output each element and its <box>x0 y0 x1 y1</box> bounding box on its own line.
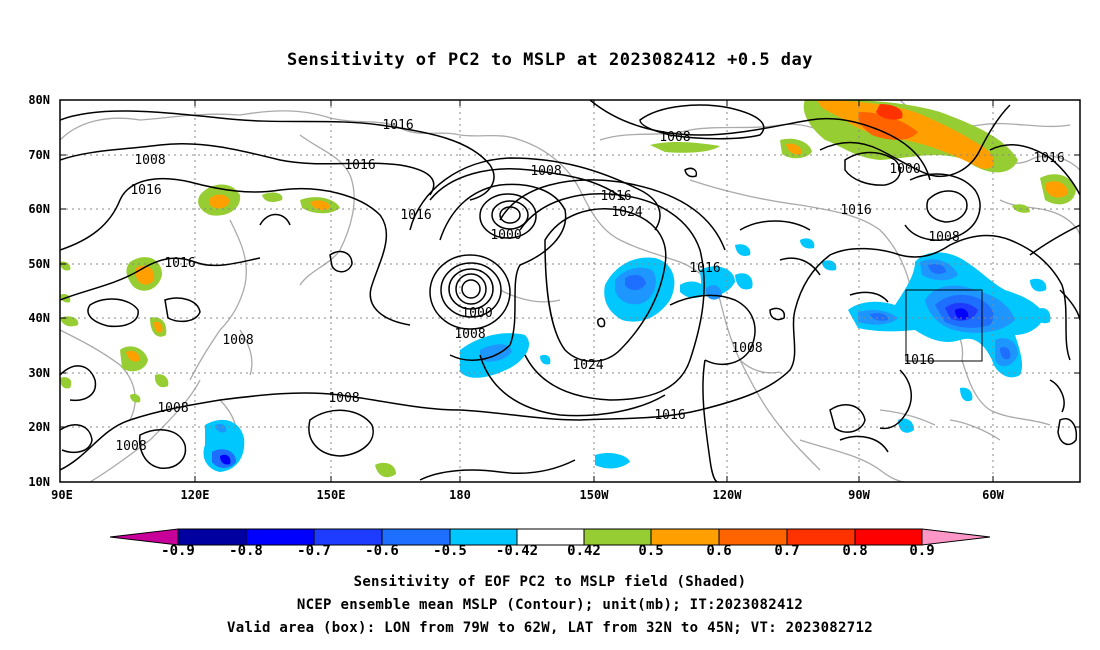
lat-label: 70N <box>28 148 50 162</box>
contour-label: 1016 <box>344 158 375 173</box>
contour-label: 1008 <box>928 230 959 245</box>
lon-label: 90W <box>848 488 870 502</box>
lat-label: 80N <box>28 93 50 107</box>
contour-label: 1008 <box>530 164 561 179</box>
valid-area-box <box>905 289 983 362</box>
colorbar-label: 0.9 <box>909 543 935 559</box>
colorbar-label: -0.8 <box>229 543 263 559</box>
colorbar-label: -0.5 <box>433 543 467 559</box>
contour-label: 1008 <box>134 153 165 168</box>
lon-label: 180 <box>449 488 471 502</box>
sensitivity-shading <box>60 100 1076 478</box>
contour-label: 1016 <box>840 203 871 218</box>
contour-label: 1016 <box>382 118 413 133</box>
lat-label: 50N <box>28 257 50 271</box>
contour-label: 1008 <box>222 333 253 348</box>
lat-label: 30N <box>28 366 50 380</box>
contour-label: 1008 <box>328 391 359 406</box>
contour-label: 1016 <box>400 208 431 223</box>
lat-label: 40N <box>28 311 50 325</box>
lon-label: 150W <box>579 488 609 502</box>
graticule <box>60 100 1080 482</box>
contour-label: 1016 <box>164 256 195 271</box>
colorbar-label: 0.8 <box>842 543 868 559</box>
contour-label: 1000 <box>461 306 492 321</box>
contour-label: 1008 <box>731 341 762 356</box>
lon-label: 120W <box>712 488 742 502</box>
contour-label: 1016 <box>903 353 934 368</box>
map-frame <box>59 99 1081 483</box>
contour-label: 1016 <box>689 261 720 276</box>
caption-shaded: Sensitivity of EOF PC2 to MSLP field (Sh… <box>353 574 747 590</box>
colorbar-label: -0.42 <box>495 543 539 559</box>
colorbar-label: 0.7 <box>774 543 800 559</box>
colorbar-label: 0.5 <box>638 543 664 559</box>
axis-ticks <box>60 99 1080 483</box>
contour-label: 1024 <box>611 205 642 220</box>
contour-label: 1016 <box>654 408 685 423</box>
colorbar-label: 0.42 <box>567 543 601 559</box>
caption-contour: NCEP ensemble mean MSLP (Contour); unit(… <box>296 597 804 613</box>
colorbar-label: -0.6 <box>365 543 399 559</box>
colorbar-label: 0.6 <box>706 543 732 559</box>
contour-label: 1008 <box>659 130 690 145</box>
lon-label: 60W <box>982 488 1004 502</box>
map-title: Sensitivity of PC2 to MSLP at 2023082412… <box>286 50 813 70</box>
contour-label: 1016 <box>1033 151 1064 166</box>
contour-label: 1016 <box>600 189 631 204</box>
lon-label: 90E <box>51 488 73 502</box>
colorbar <box>109 528 991 546</box>
contour-label: 1024 <box>572 358 603 373</box>
caption-valid-area: Valid area (box): LON from 79W to 62W, L… <box>227 620 873 636</box>
lon-label: 120E <box>180 488 210 502</box>
contour-label-group: 1016 1008 1016 1016 1016 1008 1016 1008 … <box>115 118 1064 454</box>
lat-label: 20N <box>28 420 50 434</box>
colorbar-label: -0.9 <box>161 543 195 559</box>
contour-label: 1008 <box>157 401 188 416</box>
lat-label: 60N <box>28 202 50 216</box>
colorbar-label: -0.7 <box>297 543 331 559</box>
contour-label: 1000 <box>490 228 521 243</box>
contour-label: 1008 <box>454 327 485 342</box>
lon-label: 150E <box>316 488 346 502</box>
contour-label: 1016 <box>130 183 161 198</box>
contour-label: 1000 <box>889 162 920 177</box>
lat-label: 10N <box>28 475 50 489</box>
mslp-contours <box>60 100 1080 482</box>
colorbar-segment <box>921 528 991 546</box>
contour-label: 1008 <box>115 439 146 454</box>
